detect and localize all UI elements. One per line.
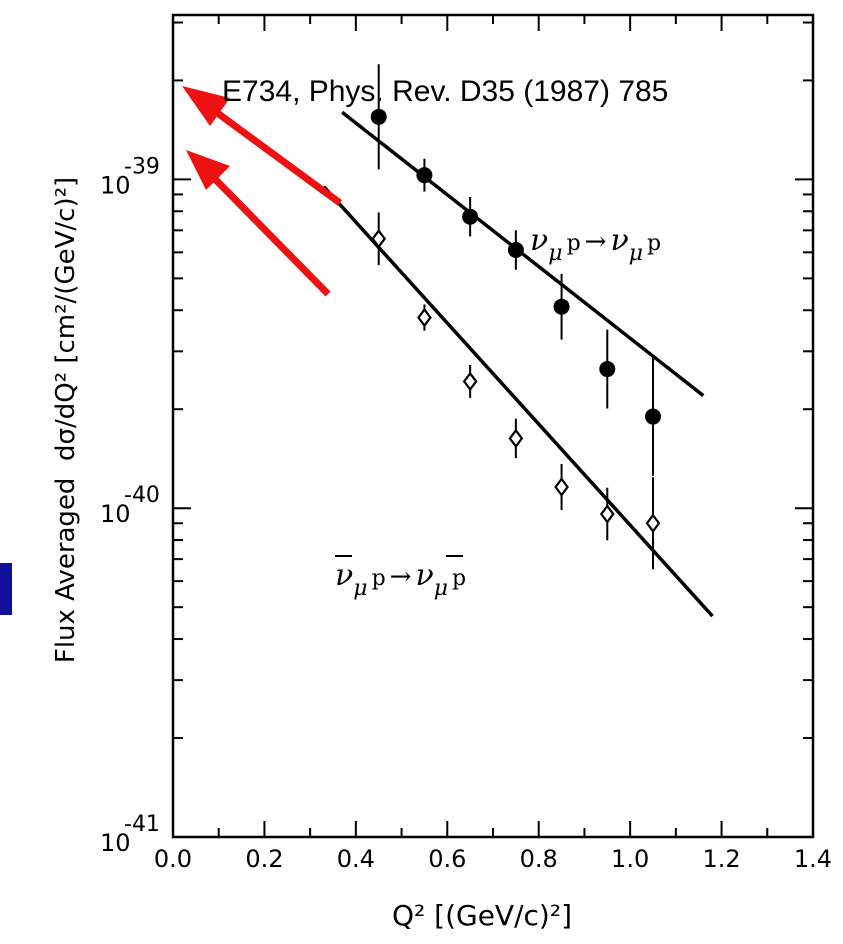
nu-data-point xyxy=(370,108,387,125)
arrow-symbol: → xyxy=(390,562,412,592)
red-arrow-upper-shaft xyxy=(213,109,343,206)
nu-symbol: ν xyxy=(530,223,548,258)
y-tick-label: 10 xyxy=(100,829,131,857)
arrow-symbol: → xyxy=(585,227,607,257)
red-arrow-lower-head xyxy=(186,150,230,190)
svg-text:νμp→νμp: νμ p → νμ p xyxy=(335,558,466,601)
nubar-data-point xyxy=(645,513,661,534)
p-symbol: p xyxy=(567,231,581,256)
nu-data-point xyxy=(553,298,570,315)
p-symbol: p xyxy=(647,231,661,256)
nu-symbol: ν xyxy=(335,558,353,593)
nu-symbol: ν xyxy=(610,223,628,258)
x-tick-label: 1.0 xyxy=(611,845,649,873)
x-axis-title: Q² [(GeV/c)²] xyxy=(392,899,572,932)
nu-symbol: ν xyxy=(415,558,433,593)
nubar-fit-line xyxy=(322,185,714,618)
p-symbol: p xyxy=(452,566,466,591)
nubar-data-point xyxy=(462,371,478,392)
svg-text:νμp→νμp: νμ p → νμ p xyxy=(530,223,661,266)
red-arrow-upper-head xyxy=(182,86,230,126)
nu-data-point xyxy=(599,361,616,378)
reference-annotation: E734, Phys. Rev. D35 (1987) 785 xyxy=(222,75,668,108)
y-tick-label: 10 xyxy=(100,171,131,199)
nubar-process-label: νμ p → νμ p xyxy=(335,555,466,601)
mu-subscript: μ xyxy=(548,241,562,266)
red-arrow-lower-shaft xyxy=(211,175,331,297)
p-symbol: p xyxy=(372,566,386,591)
y-axis-title: Flux Averaged dσ/dQ² [cm²/(GeV/c)²] xyxy=(51,177,81,663)
nubar-data-point xyxy=(417,307,432,328)
nubar-data-point xyxy=(599,504,615,524)
left-edge-block xyxy=(0,563,12,615)
fit-lines xyxy=(322,110,714,618)
y-tick-label: 10 xyxy=(100,500,131,528)
nu-data-point xyxy=(507,241,524,258)
nubar-data-point xyxy=(508,428,524,449)
nu-process-label: νμ p → νμ p xyxy=(530,223,661,266)
nu-data-point xyxy=(645,408,661,425)
x-tick-label: 0.0 xyxy=(154,845,192,873)
data-points xyxy=(370,108,661,534)
y-tick-exponent: -39 xyxy=(124,154,160,179)
nubar-data-point xyxy=(371,228,387,249)
x-tick-label: 0.2 xyxy=(245,845,283,873)
y-tick-exponent: -41 xyxy=(124,812,160,837)
x-tick-label: 1.4 xyxy=(794,845,832,873)
nu-data-point xyxy=(416,167,433,184)
nu-data-point xyxy=(462,208,479,225)
x-tick-label: 0.6 xyxy=(428,845,466,873)
mu-subscript: μ xyxy=(353,576,367,601)
mu-subscript: μ xyxy=(629,241,643,266)
nubar-data-point xyxy=(554,477,569,497)
x-tick-label: 0.8 xyxy=(520,845,558,873)
x-tick-label: 1.2 xyxy=(702,845,740,873)
y-tick-exponent: -40 xyxy=(124,483,160,508)
plot-frame xyxy=(171,13,815,839)
mu-subscript: μ xyxy=(434,576,448,601)
annotation-arrows xyxy=(182,86,343,297)
x-tick-label: 0.4 xyxy=(337,845,375,873)
x-axis: 0.0 0.2 0.4 0.6 0.8 1.0 1.2 1.4 xyxy=(154,15,832,873)
